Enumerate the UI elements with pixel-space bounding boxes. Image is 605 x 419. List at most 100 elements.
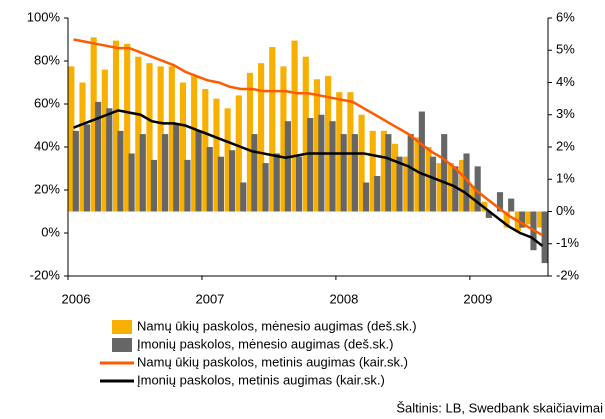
bar	[414, 137, 421, 212]
legend-label: Įmonių paskolos, mėnesio augimas (deš.sk…	[137, 336, 394, 351]
bar	[83, 124, 91, 212]
y2-tick-label: -1%	[556, 235, 580, 250]
bar	[441, 134, 448, 212]
bar	[296, 156, 303, 212]
bar	[380, 130, 387, 212]
bar	[318, 114, 325, 212]
bar	[463, 153, 470, 212]
bar	[139, 134, 146, 212]
bar	[258, 63, 265, 212]
bar	[101, 69, 108, 212]
bar	[280, 66, 287, 212]
bar	[135, 56, 142, 212]
y2-tick-label: 1%	[556, 171, 575, 186]
bar	[157, 66, 164, 212]
x-tick-label: 2008	[329, 291, 358, 306]
legend-label: Namų ūkių paskolos, metinis augimas (kai…	[137, 354, 408, 369]
legend-swatch	[112, 338, 132, 352]
y2-tick-label: 0%	[556, 203, 575, 218]
bar	[124, 43, 131, 212]
bar	[240, 182, 247, 212]
bar	[284, 121, 291, 212]
bar	[496, 192, 504, 212]
bar	[173, 124, 180, 212]
bar	[429, 156, 437, 212]
bar	[485, 211, 492, 218]
bar	[224, 108, 231, 212]
bar	[206, 147, 213, 212]
bar	[117, 130, 124, 212]
y-tick-label: 20%	[34, 181, 60, 196]
source: Šaltinis: LB, Swedbank skaičiavimai	[396, 400, 603, 415]
bar	[128, 153, 135, 212]
bar	[436, 163, 443, 212]
line	[73, 109, 544, 247]
y2-tick-label: 3%	[556, 106, 575, 121]
y-tick-label: -20%	[30, 267, 61, 282]
y2-tick-label: -2%	[556, 267, 580, 282]
y-tick-label: 40%	[34, 138, 60, 153]
x-tick-label: 2007	[195, 291, 224, 306]
bar	[195, 130, 202, 212]
legend-label: Namų ūkių paskolos, mėnesio augimas (dеš…	[137, 318, 417, 333]
bar	[302, 56, 309, 212]
bar	[329, 121, 336, 212]
bar	[262, 163, 269, 212]
y2-tick-label: 2%	[556, 138, 575, 153]
bar	[235, 95, 242, 212]
bar	[369, 130, 376, 212]
bar	[191, 76, 198, 212]
bar	[541, 211, 548, 264]
y-tick-label: 100%	[27, 9, 61, 24]
legend-swatch	[112, 320, 132, 334]
bar	[336, 92, 343, 212]
bar	[313, 79, 320, 212]
y2-tick-label: 4%	[556, 74, 575, 89]
bar	[403, 156, 410, 212]
bar	[217, 156, 224, 212]
bar	[269, 47, 276, 212]
bar	[396, 156, 403, 212]
bar	[179, 82, 187, 212]
bar	[503, 211, 510, 228]
bar	[112, 40, 120, 212]
bar	[229, 150, 236, 212]
bar	[447, 163, 454, 212]
bar	[90, 37, 97, 212]
bar	[418, 111, 425, 212]
bar	[251, 134, 258, 212]
bar	[351, 134, 358, 212]
bar	[68, 66, 75, 212]
bar	[458, 159, 466, 212]
x-tick-label: 2009	[463, 291, 492, 306]
bar	[202, 88, 209, 212]
x-tick-label: 2006	[62, 291, 91, 306]
y2-tick-label: 5%	[556, 42, 575, 57]
bar	[362, 182, 370, 212]
bar	[95, 101, 102, 212]
bar	[273, 153, 280, 212]
bar	[162, 134, 169, 212]
bar	[72, 130, 79, 212]
bar	[525, 211, 533, 225]
bar	[358, 114, 365, 212]
y-tick-label: 0%	[41, 224, 60, 239]
bar	[246, 72, 254, 212]
bar	[537, 211, 544, 228]
bar	[150, 159, 158, 212]
y-tick-label: 80%	[34, 52, 60, 67]
bar	[474, 166, 481, 212]
bar	[425, 147, 432, 212]
bar	[325, 76, 332, 212]
bar	[340, 134, 347, 212]
bar	[452, 166, 459, 212]
bar	[168, 66, 175, 212]
bar	[307, 117, 314, 212]
bar	[385, 134, 392, 212]
bar	[508, 198, 515, 212]
bar	[106, 108, 113, 212]
bar	[347, 92, 354, 212]
bar	[213, 98, 220, 212]
line	[73, 38, 544, 237]
bar	[146, 63, 153, 212]
